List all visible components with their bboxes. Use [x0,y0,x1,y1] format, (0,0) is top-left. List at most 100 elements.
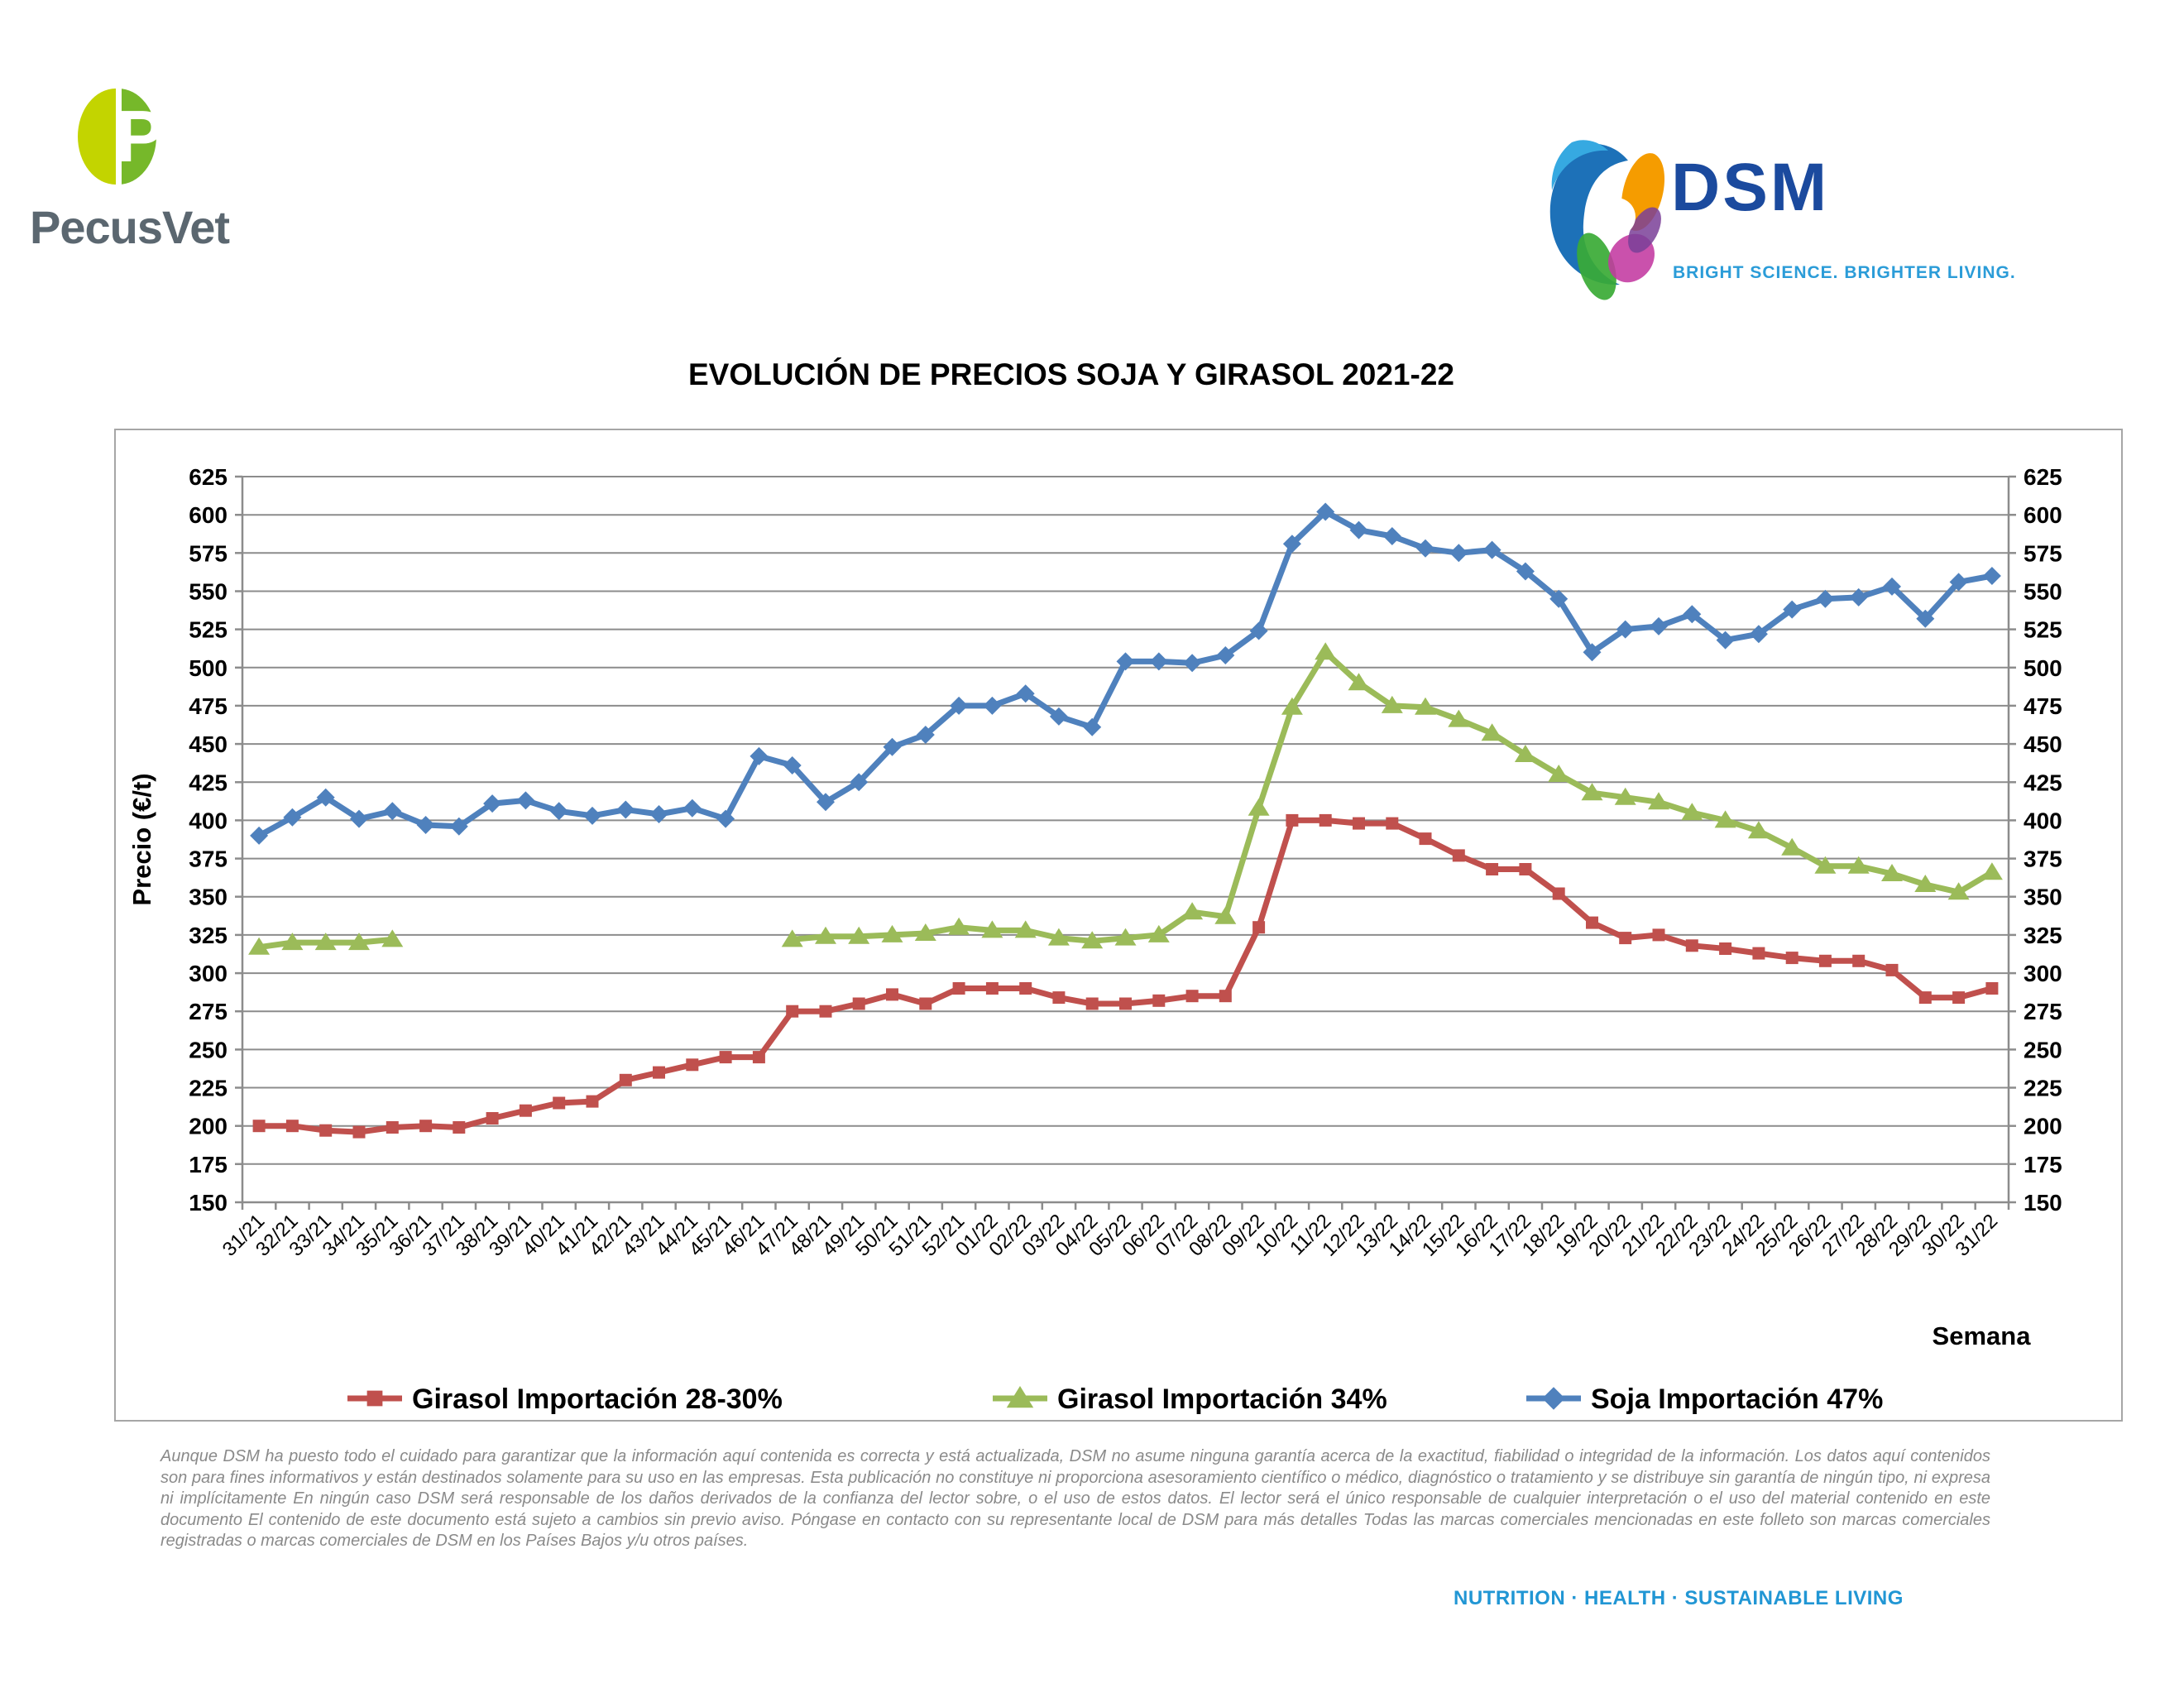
diamond-marker-icon [916,726,935,744]
price-evolution-chart: 150 150 175 175 200 200 225 225 250 250 275 275 300 3… [127,464,2062,1415]
diamond-marker-icon [316,788,335,807]
square-marker-icon [919,997,932,1010]
legend-label: Girasol Importación 34% [1057,1383,1387,1415]
triangle-marker-icon [1714,810,1736,828]
square-marker-icon [1552,887,1565,900]
triangle-marker-icon [1181,902,1204,920]
legend-item: Soja Importación 47% [1526,1383,1883,1415]
square-marker-icon [1119,997,1132,1010]
square-marker-icon [419,1120,433,1133]
diamond-marker-icon [716,809,735,828]
diamond-marker-icon [583,806,601,825]
diamond-marker-icon [1583,643,1602,662]
square-marker-icon [886,988,898,1001]
diamond-marker-icon [1783,600,1802,619]
dsm-footer-tagline: NUTRITION · HEALTH · SUSTAINABLE LIVING [1454,1587,1904,1609]
square-marker-icon [952,982,965,995]
y-axis-label-left: 400 [189,808,228,833]
triangle-marker-icon [981,920,1003,938]
legend-label: Soja Importación 47% [1591,1383,1883,1415]
square-marker-icon [1386,817,1399,830]
triangle-marker-icon [1348,673,1370,691]
pecusvet-wordmark: PecusVet [30,201,230,253]
triangle-marker-icon [281,933,304,951]
diamond-marker-icon [883,737,902,756]
square-marker-icon [1353,817,1365,830]
y-axis-label-left: 525 [189,617,228,643]
chart-container: 150 150 175 175 200 200 225 225 250 250 275 275 300 3… [114,429,2123,1422]
diamond-marker-icon [1116,652,1135,671]
triangle-marker-icon [1814,856,1837,874]
y-axis-label-left: 500 [189,655,228,681]
y-axis-label-right: 400 [2024,808,2062,833]
dsm-slogan: BRIGHT SCIENCE. BRIGHTER LIVING. [1673,263,2016,282]
y-axis-label-left: 175 [189,1152,228,1177]
y-axis-label-left: 375 [189,846,228,872]
diamond-marker-icon [1416,539,1434,558]
square-marker-icon [352,1125,366,1139]
triangle-marker-icon [1781,837,1803,856]
triangle-marker-icon [1581,783,1603,801]
square-marker-icon [1785,952,1798,965]
square-marker-icon [1818,954,1832,967]
y-axis-label-right: 150 [2024,1190,2062,1216]
square-marker-icon [985,982,999,995]
triangle-marker-icon [1548,765,1570,782]
y-axis-label-left: 625 [189,464,228,490]
y-axis-label-left: 275 [189,999,228,1024]
triangle-marker-icon [314,933,337,951]
diamond-marker-icon [1683,605,1702,624]
diamond-marker-icon [350,809,368,828]
square-marker-icon [1419,832,1432,846]
diamond-marker-icon [682,798,702,818]
triangle-marker-icon [948,917,970,935]
diamond-marker-icon [983,696,1002,715]
square-marker-icon [319,1124,333,1137]
square-marker-icon [1019,982,1032,995]
square-marker-icon [1452,849,1465,862]
y-axis-label-left: 325 [189,923,228,948]
diamond-marker-icon [1049,707,1068,726]
triangle-marker-icon [1006,1386,1034,1408]
square-marker-icon [1586,916,1598,929]
dsm-wordmark: DSM [1671,150,1830,225]
triangle-marker-icon [1214,906,1237,924]
square-marker-icon [1319,813,1332,827]
square-marker-icon [1619,932,1632,945]
diamond-marker-icon [549,802,568,821]
diamond-marker-icon [416,816,435,834]
triangle-marker-icon [848,926,870,944]
y-axis-label-right: 550 [2024,578,2062,604]
square-marker-icon [486,1112,499,1125]
square-marker-icon [285,1120,299,1133]
square-marker-icon [1185,990,1199,1003]
diamond-marker-icon [1349,520,1368,539]
square-marker-icon [1486,863,1499,875]
square-marker-icon [386,1121,399,1134]
square-marker-icon [586,1095,599,1108]
y-axis-label-right: 250 [2024,1037,2062,1062]
y-axis-label-right: 425 [2024,770,2062,795]
y-axis-label-right: 300 [2024,961,2062,986]
triangle-marker-icon [1114,928,1137,946]
diamond-marker-icon [1849,587,1868,607]
y-axis-label-left: 150 [189,1190,228,1216]
square-marker-icon [786,1005,799,1018]
y-axis-label-left: 575 [189,540,228,566]
triangle-marker-icon [881,924,903,942]
square-marker-icon [1685,939,1698,952]
diamond-marker-icon [1316,502,1335,521]
y-axis-label-right: 525 [2024,617,2062,643]
square-marker-icon [852,997,865,1010]
square-marker-icon [553,1096,566,1110]
diamond-marker-icon [1816,589,1835,608]
triangle-marker-icon [1881,864,1903,881]
diamond-marker-icon [649,805,668,823]
triangle-marker-icon [1448,709,1470,727]
square-marker-icon [1219,990,1232,1003]
diamond-marker-icon [1449,544,1468,563]
dsm-logo: DSM BRIGHT SCIENCE. BRIGHTER LIVING. [1547,124,2076,323]
triangle-marker-icon [1648,792,1669,810]
triangle-marker-icon [381,929,404,947]
